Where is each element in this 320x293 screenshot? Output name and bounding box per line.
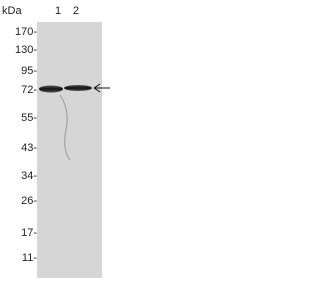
western-blot: kDa 1 2 170- 130- 95- 72- 55- 43- 34- 26- 17- 11-	[2, 5, 110, 278]
marker-label: 17-	[21, 227, 37, 239]
marker-label: 72-	[21, 84, 37, 96]
marker-labels: 170- 130- 95- 72- 55- 43- 34- 26- 17- 11-	[15, 26, 37, 264]
lane-label: 2	[73, 5, 79, 17]
unit-label: kDa	[2, 5, 22, 17]
band-lane-2	[64, 85, 92, 91]
marker-label: 11-	[22, 252, 37, 264]
marker-label: 95-	[21, 65, 37, 77]
marker-label: 130-	[15, 44, 37, 56]
marker-label: 43-	[21, 142, 37, 154]
marker-label: 34-	[21, 170, 37, 182]
arrow-head	[93, 83, 101, 93]
lane-label: 1	[55, 5, 61, 17]
marker-label: 170-	[15, 26, 37, 38]
smear	[59, 94, 71, 161]
marker-label: 55-	[21, 112, 37, 124]
band-lane-1	[39, 85, 63, 93]
marker-label: 26-	[21, 195, 37, 207]
membrane	[37, 22, 102, 278]
